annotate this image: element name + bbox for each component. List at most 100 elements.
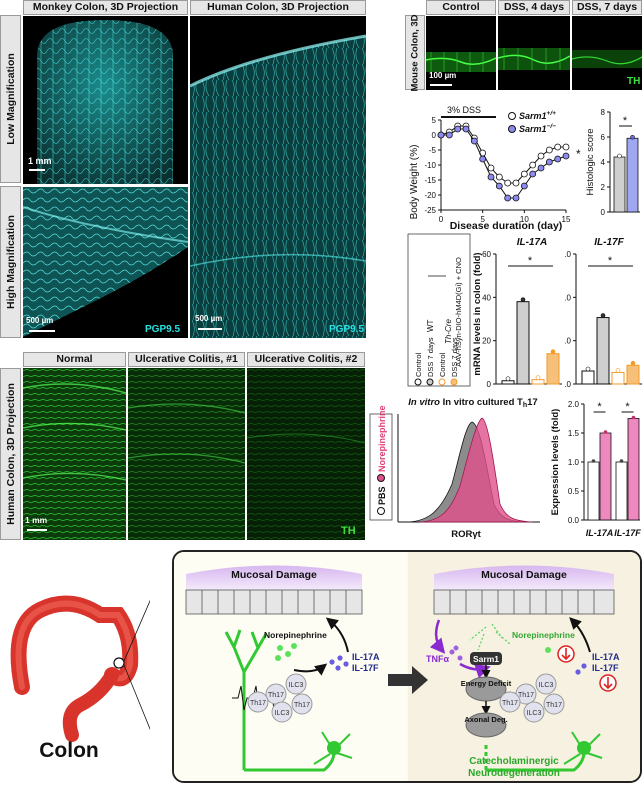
schematic-drawing: Mucosal Damage Norepinephrine IL-17A IL-…: [174, 552, 640, 781]
data-point: [619, 459, 624, 463]
data-point: [535, 375, 541, 380]
svg-text:Th17: Th17: [546, 702, 562, 709]
scale-bar: [29, 330, 55, 332]
mouse-dss7-th-image: [572, 16, 642, 90]
bar: [626, 137, 639, 213]
human-colon-header: Human Colon, 3D Projection: [190, 0, 366, 15]
legend-pbs: PBS: [377, 486, 387, 505]
svg-text:ILC3: ILC3: [527, 710, 542, 717]
sig-star: *: [528, 255, 533, 267]
scale-label: 500 µm: [26, 316, 54, 325]
tnf-dots: [449, 645, 463, 661]
y-tick-label: 2: [601, 183, 606, 192]
data-point: [487, 173, 495, 181]
low-magnification-label: Low Magnification: [0, 15, 21, 183]
sig-star: *: [625, 401, 630, 413]
scale-label: 1 mm: [25, 515, 48, 525]
normal-colon-th-image: 1 mm: [23, 368, 126, 540]
monkey-colon-header: Monkey Colon, 3D Projection: [23, 0, 188, 15]
data-point: [487, 164, 495, 172]
data-point: [445, 131, 453, 139]
data-point: [520, 297, 526, 302]
bar: [626, 364, 640, 385]
mouse-col-header: DSS, 4 days: [498, 0, 570, 15]
expression-levels-chart: Expression levels (fold) 0.0 0.5 1.0 1.5 2.0…: [550, 400, 641, 538]
y-tick-label: 20: [482, 337, 491, 346]
svg-text:Th17: Th17: [518, 692, 534, 699]
data-point: [550, 349, 556, 354]
legend: Sarm1+/+ Sarm1−/−: [508, 110, 556, 134]
sarm1-label: Sarm1: [473, 654, 499, 664]
y-tick-label: 6: [601, 133, 606, 142]
bar: [627, 418, 640, 521]
data-point: [562, 143, 570, 151]
mouse-control-th-image: 100 µm: [426, 16, 496, 90]
il17a-right: IL-17A: [592, 652, 620, 662]
y-tick-label: 9.0: [564, 250, 572, 259]
data-point: [505, 376, 511, 382]
ne-histogram: [419, 417, 533, 523]
body-weight-ylabel: Body Weight (%): [409, 145, 420, 220]
scale-label: 500 µm: [195, 314, 223, 323]
x-tick-label: 5: [480, 215, 485, 224]
svg-text:Control: Control: [438, 352, 447, 377]
svg-text:ILC3: ILC3: [539, 682, 554, 689]
il17-legend: AAV-hSyn-DIO-hM4D(Gi) + CNO WT Th-Cre Co…: [407, 233, 471, 387]
dss-label: 3% DSS: [447, 105, 481, 115]
axonal-deg-label: Axonal Deg.: [464, 715, 507, 724]
il17-dots-left: [329, 655, 349, 671]
y-tick-label: 40: [482, 293, 491, 302]
data-point: [512, 194, 520, 202]
il17a-title: IL-17A: [517, 237, 548, 248]
flow-histogram: In vitro In vitro cultured Th17 PBS Nore…: [369, 397, 540, 540]
y-tick-label: 1.0: [568, 458, 580, 467]
x-tick-label: IL-17A: [586, 528, 614, 538]
data-point: [537, 164, 545, 172]
data-point: [562, 152, 570, 160]
monkey-low-mag-image: 1 mm: [23, 16, 188, 184]
data-point: [554, 143, 562, 151]
uc1-th-image: [128, 368, 245, 540]
y-tick-label: 0: [432, 131, 437, 140]
il17a-mrna-chart: mRNA levels in colon (fold) IL-17A 0 20 40…: [472, 237, 562, 389]
data-point: [470, 137, 478, 145]
schematic-box: Mucosal Damage Norepinephrine IL-17A IL-…: [172, 550, 642, 783]
il17f-right: IL-17F: [592, 663, 619, 673]
data-point: [545, 146, 553, 154]
y-tick-label: 6.0: [564, 293, 572, 302]
y-tick-label: 0.0: [568, 516, 580, 525]
y-tick-label: -15: [424, 176, 436, 185]
y-tick-label: -5: [429, 146, 437, 155]
mouse-col-header: DSS, 7 days: [572, 0, 642, 15]
high-magnification-label: High Magnification: [0, 186, 21, 338]
data-point: [585, 366, 591, 372]
virus-label: AAV-hSyn-DIO-hM4D(Gi) + CNO: [454, 257, 463, 367]
y-tick-label: -10: [424, 161, 436, 170]
svg-text:ILC3: ILC3: [275, 710, 290, 717]
uc-col-header: Ulcerative Colitis, #1: [128, 352, 245, 367]
svg-text:Th17: Th17: [502, 700, 518, 707]
data-point: [529, 170, 537, 178]
data-point: [603, 430, 608, 434]
x-tick-label: 0: [439, 215, 444, 224]
immune-cells-right: Th17 ILC3 ILC3 Th17 Th17: [499, 673, 565, 723]
y-tick-label: -25: [424, 206, 436, 215]
colon-label: Colon: [39, 739, 98, 762]
data-point: [479, 155, 487, 163]
data-point: [554, 155, 562, 163]
bar: [531, 379, 545, 385]
bar: [599, 432, 612, 521]
scale-bar: [198, 328, 222, 330]
y-tick-label: 60: [482, 250, 491, 259]
y-tick-label: 0: [601, 208, 606, 217]
y-tick-label: 4: [601, 158, 606, 167]
bar: [587, 461, 600, 521]
data-point: [545, 158, 553, 166]
th-stain-label: TH: [341, 525, 356, 537]
uc-col-header: Normal: [23, 352, 126, 367]
bar: [615, 461, 628, 521]
ne-label-right: Norepinephrine: [512, 630, 575, 640]
data-point: [437, 131, 445, 139]
human-colon-uc-side-label: Human Colon, 3D Projection: [0, 368, 21, 540]
mouse-col-header: Control: [426, 0, 496, 15]
